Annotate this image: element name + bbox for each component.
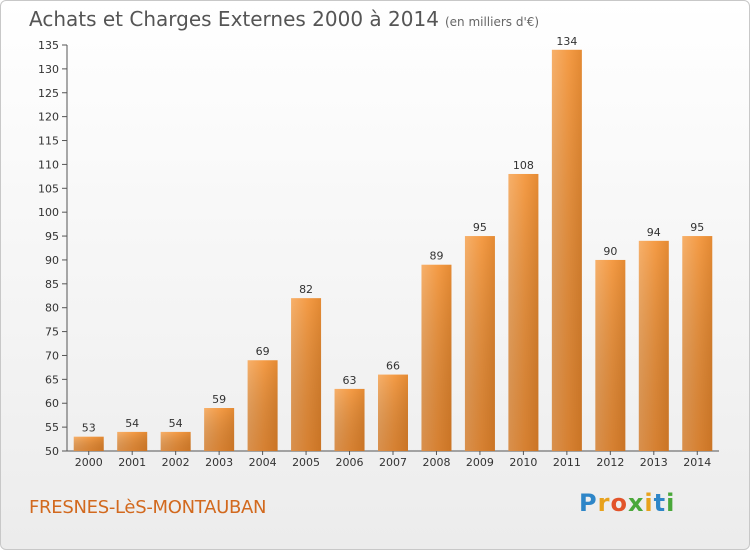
bar-value-label: 82 [299, 283, 313, 296]
y-tick-label: 110 [38, 158, 59, 171]
bar-value-label: 108 [513, 159, 534, 172]
bar-value-label: 69 [256, 345, 270, 358]
x-tick-label: 2006 [336, 456, 364, 469]
x-tick-label: 2001 [118, 456, 146, 469]
y-tick-label: 120 [38, 111, 59, 124]
bar-value-label: 95 [473, 221, 487, 234]
y-tick-label: 70 [45, 349, 59, 362]
y-tick-label: 90 [45, 254, 59, 267]
bar-value-label: 134 [556, 35, 577, 48]
bar-shade [378, 374, 408, 451]
bar-shade [464, 236, 495, 451]
bar-shade [638, 240, 669, 451]
x-tick-label: 2014 [683, 456, 711, 469]
y-tick-label: 115 [38, 135, 59, 148]
x-tick-label: 2010 [509, 456, 537, 469]
y-tick-label: 50 [45, 445, 59, 458]
y-tick-label: 85 [45, 278, 59, 291]
bar-value-label: 59 [212, 393, 226, 406]
chart-subtitle: (en milliers d'€) [444, 15, 540, 29]
y-tick-label: 80 [45, 302, 59, 315]
bar-shade [160, 431, 191, 451]
bar-value-label: 53 [82, 422, 96, 435]
y-tick-label: 75 [45, 326, 59, 339]
y-tick-label: 105 [38, 182, 59, 195]
y-tick-label: 125 [38, 87, 59, 100]
x-tick-label: 2007 [379, 456, 407, 469]
x-tick-label: 2000 [75, 456, 103, 469]
y-tick-label: 60 [45, 397, 59, 410]
x-tick-label: 2004 [249, 456, 277, 469]
x-tick-label: 2011 [553, 456, 581, 469]
x-tick-label: 2012 [596, 456, 624, 469]
bar-shade [595, 259, 626, 451]
bar-shade [334, 388, 365, 451]
x-axis: 2000 2001 2002 2003 2004 2005 2006 2007 2008 2009… [67, 450, 719, 469]
bar-value-label: 63 [343, 374, 357, 387]
y-tick-label: 95 [45, 230, 59, 243]
x-tick-label: 2008 [422, 456, 450, 469]
bar-shade [291, 298, 322, 451]
chart-title: Achats et Charges Externes 2000 à 2014 (e… [29, 7, 539, 31]
data-labels: 53 54 54 59 69 82 63 66 89 95 108 134 90 94 95 [82, 35, 705, 435]
bar-shade [421, 264, 452, 451]
bars [73, 49, 713, 452]
bar-value-label: 66 [386, 360, 400, 373]
bar-value-label: 90 [603, 245, 617, 258]
y-tick-label: 55 [45, 421, 59, 434]
y-tick-label: 65 [45, 373, 59, 386]
bar-value-label: 89 [429, 250, 443, 263]
bar-value-label: 95 [690, 221, 704, 234]
x-tick-label: 2003 [205, 456, 233, 469]
bar-shade [682, 236, 713, 451]
bar-shade [204, 408, 235, 451]
x-tick-label: 2002 [162, 456, 190, 469]
proxiti-logo: Proxiti [579, 489, 676, 517]
y-tick-label: 130 [38, 63, 59, 76]
x-tick-label: 2013 [640, 456, 668, 469]
y-tick-label: 100 [38, 206, 59, 219]
bar-value-label: 94 [647, 226, 661, 239]
y-axis: 50 55 60 65 70 75 80 85 90 95 100 105 110 115 120 125 13… [38, 39, 68, 458]
bar-shade [73, 436, 104, 451]
bar-value-label: 54 [125, 417, 139, 430]
bar-shade [508, 173, 539, 451]
bar-value-label: 54 [169, 417, 183, 430]
bar-shade [551, 49, 582, 452]
place-name: FRESNES-LèS-MONTAUBAN [29, 497, 267, 518]
y-tick-label: 135 [38, 39, 59, 52]
x-tick-label: 2005 [292, 456, 320, 469]
bar-shade [247, 360, 278, 451]
x-tick-label: 2009 [466, 456, 494, 469]
bar-shade [117, 431, 148, 451]
chart-title-text: Achats et Charges Externes 2000 à 2014 [29, 7, 439, 31]
